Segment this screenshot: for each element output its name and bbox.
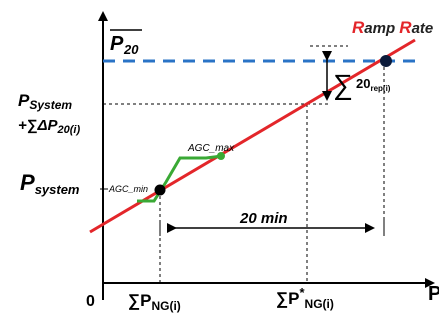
p-system-label: Psystem — [20, 170, 80, 197]
ramp-rate-line — [89, 38, 416, 234]
y-axis-top-subscript: 20 — [123, 42, 139, 57]
ramp-rate-label: Ramp Rate — [352, 18, 433, 37]
x-tick1-label: ∑PNG(i) — [128, 291, 181, 313]
sum-rep-symbol: ∑ — [333, 69, 353, 100]
p-system-sum-label: +∑ΔP20(i) — [18, 117, 80, 136]
x-tick2-label: ∑P*NG(i) — [276, 285, 334, 311]
p-system-plus-label: PSystem — [18, 91, 72, 112]
agc-min-label: AGC_min — [108, 184, 148, 194]
p-system-point — [154, 184, 166, 196]
sum-rep-label: 20rep(i) — [356, 76, 391, 93]
agc-range-line — [137, 154, 223, 203]
origin-label: 0 — [86, 293, 95, 310]
agc-max-dot — [217, 152, 225, 160]
agc-max-label: AGC_max — [187, 143, 235, 154]
y-axis-top-label: P — [110, 33, 124, 55]
interval-label: 20 min — [239, 210, 288, 227]
ramp-end-point — [380, 55, 392, 67]
x-axis-label: P — [428, 283, 439, 305]
